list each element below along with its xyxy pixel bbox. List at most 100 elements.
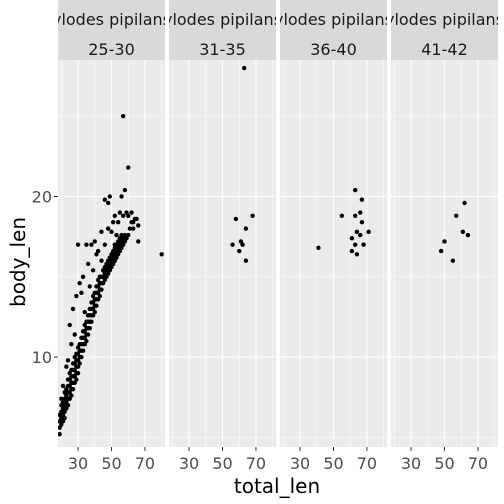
data-point (465, 232, 471, 238)
data-point (131, 226, 136, 231)
data-point (84, 338, 89, 344)
x-tick-label: 30 (68, 454, 88, 473)
data-point (67, 322, 72, 328)
data-point (353, 187, 358, 193)
data-point (349, 236, 355, 241)
data-point (134, 216, 139, 222)
data-point (60, 383, 66, 389)
facet-strip-row2 (280, 30, 387, 60)
x-tick-label: 30 (401, 454, 421, 473)
data-point (107, 194, 113, 199)
data-point (102, 242, 108, 247)
data-point (358, 232, 363, 238)
data-point (97, 293, 102, 299)
data-point (99, 229, 104, 235)
data-point (90, 268, 96, 273)
x-tick-label: 70 (357, 454, 377, 473)
facet-strip-label: 36-40 (310, 40, 357, 59)
data-point (89, 319, 94, 324)
data-point (243, 258, 249, 263)
data-point (110, 219, 116, 225)
data-point (126, 213, 131, 218)
facet-strip-label: 41-42 (421, 40, 468, 59)
y-axis-title: body_len (6, 217, 30, 307)
data-point (77, 281, 82, 286)
data-point (136, 223, 141, 228)
data-point (242, 65, 247, 71)
x-tick-label: 30 (179, 454, 199, 473)
data-point (121, 213, 126, 218)
data-point (105, 226, 111, 231)
data-point (105, 200, 111, 206)
data-point (353, 242, 358, 247)
data-point (109, 229, 114, 235)
data-point (237, 248, 242, 254)
data-point (460, 229, 466, 235)
data-point (74, 293, 79, 299)
data-point (349, 248, 355, 254)
data-point (243, 226, 249, 231)
x-axis-title: total_len (234, 474, 320, 498)
data-point (316, 245, 321, 251)
data-point (75, 370, 81, 376)
data-point (359, 219, 365, 225)
x-tick-label: 70 (468, 454, 488, 473)
data-point (69, 393, 74, 398)
facet-strip-genus-label: ylodes pipilans (163, 10, 282, 29)
data-point (339, 213, 345, 218)
x-tick-label: 50 (212, 454, 232, 473)
facet-panel-25-30: ylodes pipilans 25-30 30 50 70 (52, 0, 171, 473)
data-point (450, 258, 456, 263)
data-point (85, 261, 91, 267)
data-point (82, 309, 87, 315)
data-point (126, 232, 131, 238)
x-tick-label: 70 (246, 454, 266, 473)
data-points (58, 114, 164, 437)
data-point (462, 200, 467, 206)
data-point (77, 361, 82, 366)
data-point (80, 348, 86, 353)
data-point (354, 229, 360, 235)
data-point (230, 242, 235, 247)
data-point (359, 197, 365, 202)
x-tick-label: 30 (290, 454, 310, 473)
data-point (353, 213, 358, 218)
y-tick-label: 10 (32, 348, 52, 367)
data-points (230, 65, 255, 263)
facet-panel-36-40: ylodes pipilans 36-40 30 50 70 (280, 0, 387, 473)
facet-panel-31-35: ylodes pipilans 31-35 30 50 70 (163, 0, 282, 473)
data-point (62, 415, 67, 421)
x-tick-label: 50 (101, 454, 121, 473)
facet-strip-genus-label: ylodes pipilans (385, 10, 504, 29)
data-point (114, 232, 119, 238)
data-point (89, 242, 94, 247)
data-point (129, 210, 134, 215)
data-point (126, 165, 131, 170)
data-point (354, 252, 360, 257)
y-tick-label: 20 (32, 187, 52, 206)
data-point (92, 309, 97, 315)
data-point (74, 377, 79, 382)
facet-strip-row2 (58, 30, 165, 60)
data-point (72, 332, 77, 337)
data-point (84, 242, 89, 247)
data-point (358, 210, 363, 215)
facet-panel-41-42: ylodes pipilans 41-42 30 50 70 (385, 0, 504, 473)
x-tick-label: 50 (434, 454, 454, 473)
data-point (69, 342, 74, 347)
data-point (94, 252, 99, 257)
facet-strip-row1 (169, 0, 276, 30)
facet-strip-label: 31-35 (199, 40, 246, 59)
data-point (438, 248, 444, 254)
data-points (438, 200, 471, 263)
data-point (79, 354, 84, 360)
facet-strip-genus-label: ylodes pipilans (52, 10, 171, 29)
data-point (117, 210, 123, 215)
data-point (366, 229, 371, 235)
data-point (122, 187, 128, 193)
data-point (75, 242, 81, 247)
data-point (64, 364, 69, 369)
data-point (59, 396, 64, 402)
data-point (121, 114, 126, 119)
data-point (442, 239, 447, 244)
